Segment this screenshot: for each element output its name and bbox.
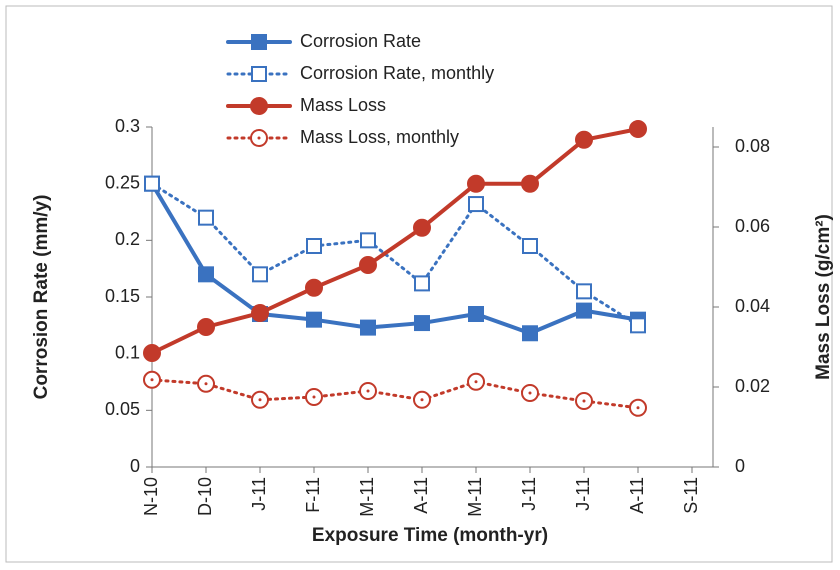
data-point (144, 175, 160, 192)
y-axis-title: Corrosion Rate (mm/y) (31, 195, 52, 400)
y2-tick-label: 0.04 (735, 296, 770, 316)
series-line (150, 127, 640, 355)
data-point (198, 209, 214, 226)
data-point (360, 232, 376, 249)
data-point-dot (312, 395, 316, 399)
x-tick-label: M-11 (357, 477, 377, 517)
x-tick-label: M-11 (465, 477, 485, 517)
data-point-dot (636, 406, 640, 410)
data-point (306, 238, 322, 254)
data-point (305, 278, 323, 297)
x-tick-label: J-11 (249, 477, 269, 511)
data-point (576, 283, 592, 300)
y2-tick-label: 0.06 (735, 216, 770, 236)
data-point (252, 266, 268, 283)
data-point (306, 311, 322, 328)
y2-tick-label: 0.02 (735, 376, 770, 396)
legend-marker (251, 66, 267, 82)
legend-marker-dot (257, 136, 261, 140)
y2-tick-label: 0 (735, 456, 745, 476)
y-tick-label: 0.1 (115, 342, 140, 362)
data-point (468, 306, 484, 322)
y-tick-label: 0.25 (105, 172, 140, 192)
data-point (468, 196, 484, 213)
x-tick-label: N-10 (141, 477, 161, 516)
legend-label: Corrosion Rate, monthly (300, 63, 494, 83)
data-point-dot (150, 378, 154, 382)
data-point (251, 304, 269, 322)
x-tick-label: S-11 (681, 477, 701, 514)
data-point (576, 302, 592, 319)
x-tick-label: J-11 (573, 477, 593, 511)
data-point (575, 130, 593, 149)
y2-axis-title: Mass Loss (g/cm²) (813, 214, 834, 380)
x-tick-label: F-11 (303, 477, 323, 513)
x-axis-title: Exposure Time (month-yr) (312, 525, 548, 546)
data-point-dot (204, 382, 208, 386)
series-line (150, 181, 640, 336)
y-tick-label: 0.15 (105, 286, 140, 306)
x-tick-label: A-11 (627, 477, 647, 514)
data-point-dot (582, 399, 586, 403)
data-point (360, 319, 376, 336)
data-point (414, 315, 430, 332)
data-point (413, 218, 431, 237)
x-tick-label: D-10 (195, 477, 215, 516)
legend-label: Corrosion Rate (300, 31, 421, 51)
y2-tick-label: 0.08 (735, 136, 770, 156)
legend-marker (250, 97, 268, 115)
data-point-dot (420, 398, 424, 402)
y-tick-label: 0.3 (115, 116, 140, 136)
series-line (150, 182, 640, 327)
legend-label: Mass Loss (300, 95, 386, 115)
legend-label: Mass Loss, monthly (300, 127, 459, 147)
y-tick-label: 0.2 (115, 229, 140, 249)
data-point (359, 256, 377, 274)
data-point (414, 275, 430, 292)
series-line (150, 378, 640, 410)
y-tick-label: 0 (130, 456, 140, 476)
data-point-dot (258, 398, 262, 402)
data-point (467, 174, 485, 193)
x-tick-label: A-11 (411, 477, 431, 514)
data-point (197, 318, 215, 336)
x-tick-label: J-11 (519, 477, 539, 511)
legend-marker (251, 34, 267, 50)
data-point (630, 317, 646, 334)
data-point (198, 266, 214, 283)
data-point-dot (528, 391, 532, 395)
data-point-dot (366, 389, 370, 393)
data-point (629, 120, 647, 138)
data-point (521, 174, 539, 193)
data-point (143, 344, 161, 362)
data-point (522, 238, 538, 254)
y-tick-label: 0.05 (105, 399, 140, 419)
data-point-dot (474, 380, 478, 384)
data-point (522, 325, 538, 342)
